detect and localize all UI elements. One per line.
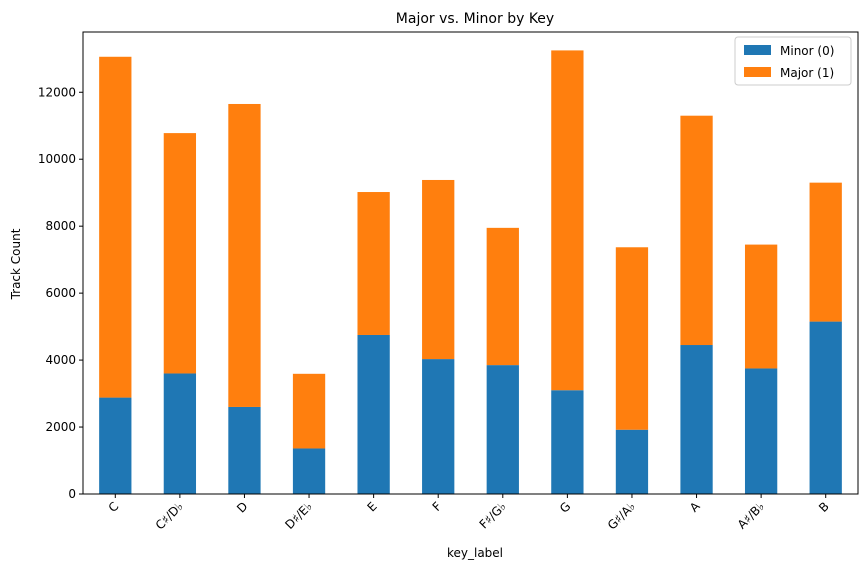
y-tick-label: 12000 <box>38 85 76 99</box>
bar-minor-1 <box>163 373 197 494</box>
bars-layer <box>99 50 842 494</box>
legend-label-minor: Minor (0) <box>780 44 834 58</box>
y-tick-label: 6000 <box>45 286 76 300</box>
x-axis-label: key_label <box>447 546 503 560</box>
bar-minor-4 <box>357 334 390 494</box>
legend: Minor (0) Major (1) <box>734 36 852 86</box>
bar-minor-7 <box>551 390 584 494</box>
bar-major-4 <box>357 192 390 335</box>
bar-major-5 <box>422 179 455 360</box>
bar-minor-11 <box>809 321 842 494</box>
bar-minor-3 <box>292 448 326 494</box>
bar-minor-10 <box>744 368 778 494</box>
y-axis-label: Track Count <box>9 228 23 300</box>
legend-swatch-major <box>744 67 771 77</box>
bar-minor-9 <box>680 345 713 494</box>
y-tick-label: 2000 <box>45 420 76 434</box>
axes-layer <box>82 31 859 495</box>
bar-major-0 <box>99 56 132 398</box>
bar-major-2 <box>228 103 261 407</box>
legend-label-major: Major (1) <box>780 66 834 80</box>
bar-major-3 <box>292 373 326 449</box>
bar-minor-8 <box>615 429 649 494</box>
bar-major-9 <box>680 115 713 346</box>
plot-frame <box>82 31 859 495</box>
bar-major-10 <box>744 244 778 369</box>
bar-minor-6 <box>486 365 519 494</box>
legend-swatch-minor <box>744 45 771 55</box>
chart-title: Major vs. Minor by Key <box>396 11 554 27</box>
bar-major-7 <box>551 50 584 391</box>
bar-minor-0 <box>99 397 132 494</box>
y-tick-label: 0 <box>68 487 76 501</box>
y-tick-label: 8000 <box>45 219 76 233</box>
bar-major-11 <box>809 182 842 322</box>
bar-major-1 <box>163 133 197 374</box>
bar-major-8 <box>615 247 649 430</box>
y-tick-label: 4000 <box>45 353 76 367</box>
y-tick-label: 10000 <box>38 152 76 166</box>
bar-minor-5 <box>422 359 455 494</box>
bar-major-6 <box>486 227 519 366</box>
bar-minor-2 <box>228 406 261 494</box>
